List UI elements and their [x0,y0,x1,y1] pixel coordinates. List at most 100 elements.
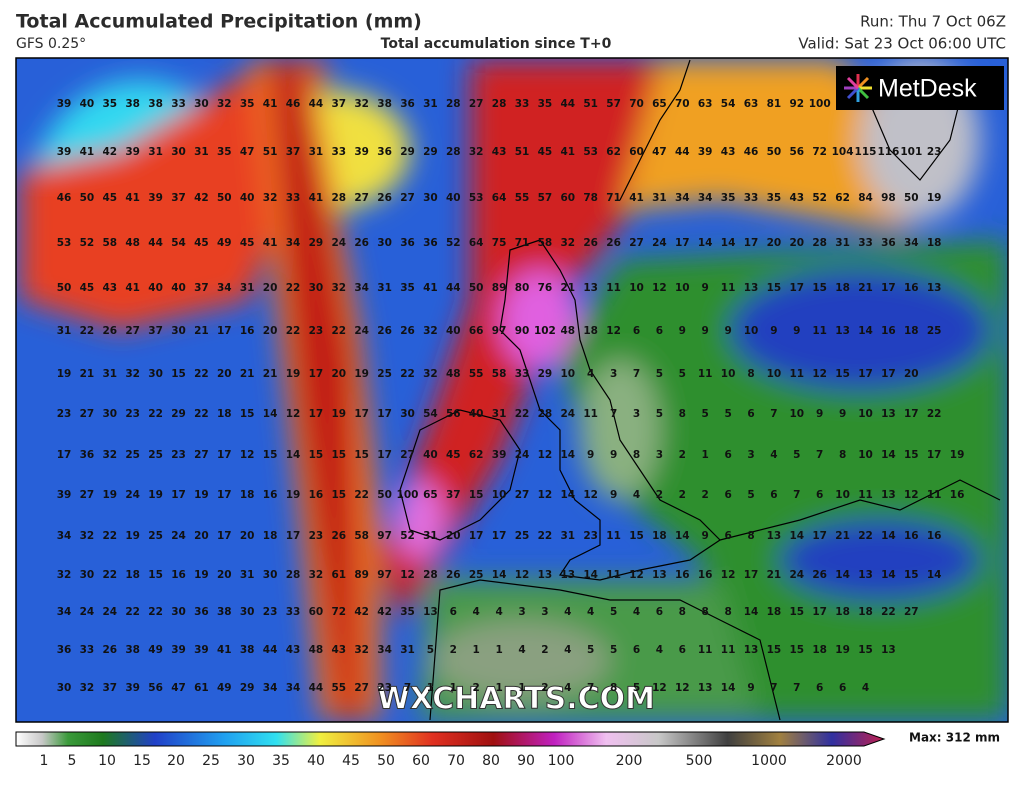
grid-value: 33 [515,98,530,110]
grid-value: 12 [606,325,621,337]
grid-value: 75 [492,237,507,249]
grid-value: 22 [354,489,369,501]
grid-value: 30 [171,146,186,158]
grid-value: 1 [450,682,457,694]
grid-value: 41 [217,644,232,656]
grid-value: 13 [583,282,598,294]
grid-value: 11 [858,489,873,501]
grid-value: 15 [331,449,346,461]
grid-value: 18 [263,530,278,542]
grid-value: 16 [904,282,919,294]
grid-value: 57 [538,192,553,204]
grid-value: 2 [679,449,686,461]
grid-value: 41 [263,98,278,110]
grid-value: 20 [789,237,804,249]
grid-value: 115 [855,146,877,158]
grid-value: 4 [656,644,663,656]
grid-value: 18 [125,569,140,581]
grid-value: 27 [194,449,209,461]
grid-value: 42 [377,606,392,618]
grid-value: 42 [194,192,209,204]
grid-value: 36 [423,237,438,249]
grid-value: 5 [747,489,754,501]
grid-value: 20 [240,530,255,542]
grid-value: 5 [656,368,663,380]
grid-value: 7 [816,449,823,461]
grid-value: 2 [656,489,663,501]
grid-value: 15 [309,449,324,461]
grid-value: 89 [492,282,507,294]
grid-value: 31 [423,530,438,542]
grid-value: 18 [835,606,850,618]
grid-value: 23 [309,325,324,337]
grid-value: 32 [80,682,95,694]
grid-value: 40 [423,449,438,461]
grid-value: 50 [904,192,919,204]
grid-value: 60 [560,192,575,204]
grid-value: 35 [767,192,782,204]
grid-value: 32 [263,192,278,204]
grid-value: 30 [171,606,186,618]
grid-value: 45 [102,192,117,204]
grid-value: 17 [286,530,301,542]
grid-value: 34 [57,606,72,618]
colorbar-label: 10 [98,753,116,769]
grid-value: 43 [721,146,736,158]
grid-value: 26 [583,237,598,249]
grid-value: 23 [583,530,598,542]
colorbar-label: 500 [686,753,713,769]
grid-value: 15 [904,449,919,461]
grid-value: 64 [492,192,507,204]
grid-value: 58 [492,368,507,380]
grid-value: 22 [927,408,942,420]
grid-value: 24 [125,489,140,501]
grid-value: 26 [354,237,369,249]
subtitle: Total accumulation since T+0 [381,36,612,52]
grid-value: 13 [927,282,942,294]
grid-value: 39 [194,644,209,656]
grid-value: 13 [652,569,667,581]
grid-value: 31 [194,146,209,158]
grid-value: 33 [515,368,530,380]
grid-value: 44 [446,282,461,294]
grid-value: 39 [125,146,140,158]
grid-value: 33 [171,98,186,110]
grid-value: 38 [125,644,140,656]
grid-value: 9 [587,449,594,461]
grid-value: 72 [331,606,346,618]
grid-value: 23 [125,408,140,420]
grid-value: 48 [125,237,140,249]
grid-value: 26 [606,237,621,249]
grid-value: 14 [927,569,942,581]
grid-value: 17 [904,408,919,420]
grid-value: 5 [633,682,640,694]
grid-value: 19 [331,408,346,420]
grid-value: 9 [679,325,686,337]
grid-value: 14 [835,569,850,581]
grid-value: 51 [515,146,530,158]
grid-value: 19 [286,489,301,501]
colorbar-label: 20 [167,753,185,769]
grid-value: 24 [80,606,95,618]
grid-value: 14 [583,569,598,581]
grid-value: 20 [194,530,209,542]
grid-value: 9 [816,408,823,420]
grid-value: 15 [469,489,484,501]
grid-value: 25 [927,325,942,337]
grid-value: 37 [286,146,301,158]
grid-value: 22 [286,282,301,294]
grid-value: 41 [263,237,278,249]
grid-value: 65 [652,98,667,110]
grid-value: 17 [789,282,804,294]
grid-value: 28 [538,408,553,420]
grid-value: 47 [652,146,667,158]
grid-value: 15 [629,530,644,542]
grid-value: 22 [194,368,209,380]
grid-value: 25 [515,530,530,542]
grid-value: 26 [331,530,346,542]
grid-value: 51 [583,98,598,110]
grid-value: 12 [812,368,827,380]
grid-value: 57 [606,98,621,110]
grid-value: 45 [538,146,553,158]
grid-value: 24 [171,530,186,542]
